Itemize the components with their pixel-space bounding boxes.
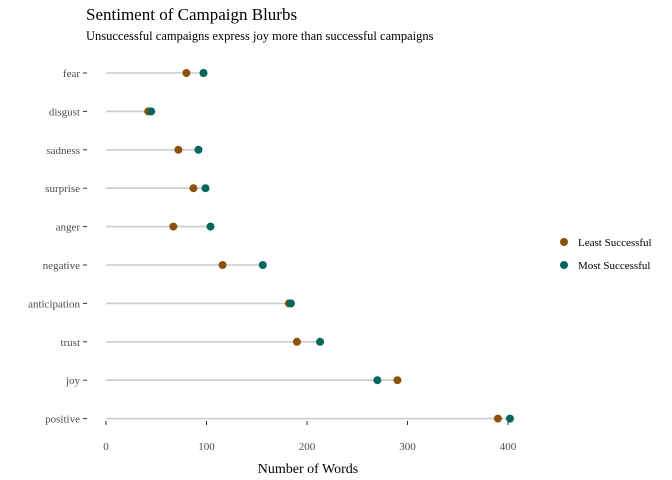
point-least-successful-anger — [169, 222, 178, 231]
y-axis: fear disgust sadness surprise anger negative a… — [28, 68, 87, 426]
x-tick-label-300: 300 — [399, 441, 416, 453]
y-tick-label-anticipation: anticipation — [28, 298, 80, 310]
x-tick-label-100: 100 — [198, 441, 215, 453]
y-tick-label-joy: joy — [65, 375, 81, 387]
point-least-successful-trust — [292, 337, 301, 346]
y-tick-label-positive: positive — [45, 414, 80, 426]
point-most-successful-surprise — [201, 184, 210, 193]
y-tick-label-trust: trust — [60, 337, 80, 349]
point-least-successful-fear — [182, 69, 191, 77]
y-tick-label-surprise: surprise — [45, 183, 80, 195]
point-most-successful-fear — [199, 69, 208, 77]
dumbbell-points — [144, 69, 515, 423]
y-tick-label-sadness: sadness — [46, 145, 80, 157]
legend-label-least-successful: Least Successful — [578, 237, 652, 249]
point-most-successful-anger — [206, 222, 215, 231]
point-least-successful-joy — [393, 376, 402, 385]
point-most-successful-anticipation — [286, 299, 295, 308]
legend-key-most-successful — [560, 261, 568, 269]
point-most-successful-disgust — [147, 107, 156, 116]
dumbbell-segments — [106, 72, 511, 420]
point-most-successful-negative — [258, 261, 267, 269]
point-most-successful-sadness — [194, 145, 203, 154]
point-least-successful-surprise — [189, 184, 198, 193]
x-tick-label-0: 0 — [103, 441, 109, 453]
chart-subtitle: Unsuccessful campaigns express joy more … — [86, 29, 434, 43]
legend-key-least-successful — [560, 238, 568, 246]
point-most-successful-trust — [316, 337, 325, 346]
x-tick-label-200: 200 — [299, 441, 316, 453]
point-least-successful-negative — [218, 261, 227, 269]
point-most-successful-positive — [506, 414, 515, 423]
y-tick-label-disgust: disgust — [49, 106, 80, 118]
chart-title: Sentiment of Campaign Blurbs — [86, 5, 297, 24]
point-least-successful-positive — [493, 414, 502, 423]
y-tick-label-negative: negative — [43, 260, 80, 272]
x-tick-label-400: 400 — [500, 441, 517, 453]
point-least-successful-sadness — [174, 145, 183, 154]
x-axis-title: Number of Words — [258, 462, 359, 477]
legend-label-most-successful: Most Successful — [578, 260, 650, 272]
y-tick-label-fear: fear — [63, 68, 80, 80]
y-tick-label-anger: anger — [56, 222, 81, 234]
point-most-successful-joy — [373, 376, 382, 385]
legend: Least Successful Most Successful — [560, 237, 652, 272]
x-axis: 0 100 200 300 400 — [103, 421, 517, 453]
